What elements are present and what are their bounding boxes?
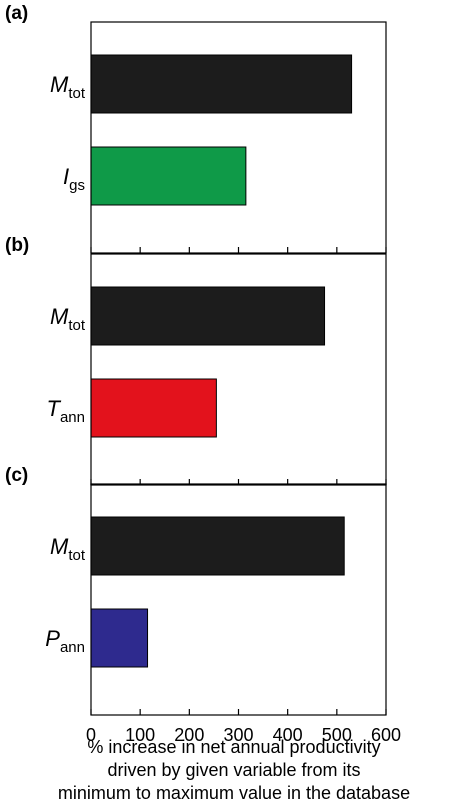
bar bbox=[90, 146, 247, 206]
panel-1: (a) Mtot Igs bbox=[5, 3, 387, 254]
bar bbox=[90, 378, 217, 438]
x-tick-label: 400 bbox=[273, 725, 303, 745]
category-label: Mtot bbox=[50, 304, 86, 334]
bar bbox=[90, 608, 149, 668]
bar bbox=[90, 54, 353, 114]
x-axis-label-line: % increase in net annual productivity bbox=[87, 737, 380, 757]
x-axis: 0 100 200 300 400 500 600 bbox=[86, 725, 401, 745]
panel-letter: (b) bbox=[5, 235, 29, 256]
x-tick-label: 300 bbox=[223, 725, 253, 745]
panel-3: (c) Mtot Pann bbox=[5, 465, 387, 716]
panel-letter: (a) bbox=[5, 3, 28, 24]
category-label: Tann bbox=[47, 396, 85, 426]
x-tick-label: 500 bbox=[322, 725, 352, 745]
category-label: Mtot bbox=[50, 72, 86, 102]
bar bbox=[90, 516, 345, 576]
x-tick-label: 100 bbox=[125, 725, 155, 745]
panel-2: (b) Mtot Tann bbox=[5, 235, 387, 486]
x-axis-label-line: driven by given variable from its bbox=[107, 760, 360, 780]
chart-panels: (a) Mtot Igs (b) Mtot Tann (c) Mtot Pann bbox=[5, 3, 387, 716]
x-tick-label: 600 bbox=[371, 725, 401, 745]
x-tick-label: 0 bbox=[86, 725, 96, 745]
panel-letter: (c) bbox=[5, 465, 28, 486]
category-label: Mtot bbox=[50, 534, 86, 564]
bar bbox=[90, 286, 326, 346]
category-label: Igs bbox=[63, 164, 85, 194]
x-axis-label: % increase in net annual productivity dri… bbox=[58, 737, 410, 803]
category-label: Pann bbox=[45, 626, 85, 656]
x-tick-label: 200 bbox=[174, 725, 204, 745]
x-axis-label-line: minimum to maximum value in the database bbox=[58, 783, 410, 803]
